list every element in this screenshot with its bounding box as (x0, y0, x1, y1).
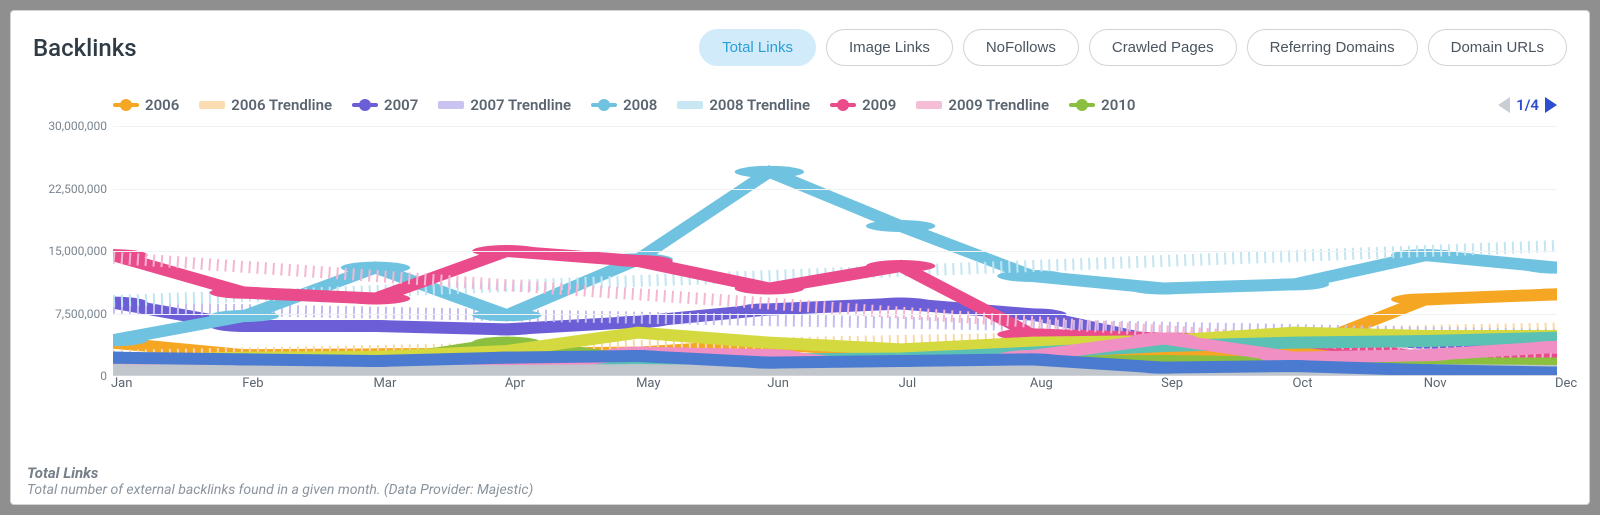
metric-tabs: Total Links Image Links NoFollows Crawled P… (699, 29, 1567, 66)
y-tick-label: 7,500,000 (55, 307, 107, 321)
series-marker (1129, 283, 1198, 295)
x-tick-label: Oct (1292, 376, 1312, 391)
legend-item[interactable]: 2008 (591, 96, 657, 114)
chart-container: 2006 2006 Trendline 2007 2007 Trendline 2008… (33, 96, 1567, 426)
x-tick-label: May (636, 376, 660, 391)
tab-domain-urls[interactable]: Domain URLs (1428, 29, 1567, 66)
x-tick-label: Jan (111, 376, 132, 391)
series-marker (603, 350, 672, 362)
legend-item[interactable]: 2010 (1069, 96, 1135, 114)
legend-item[interactable]: 2009 Trendline (916, 96, 1049, 114)
panel-footer: Total Links Total number of external bac… (27, 464, 533, 498)
series-marker (1129, 362, 1198, 374)
legend-item[interactable]: 2007 (352, 96, 418, 114)
series-marker (341, 355, 410, 367)
series-marker (341, 293, 410, 305)
x-axis: JanFebMarAprMayJunJulAugSepOctNovDec (113, 376, 1557, 396)
series-marker (866, 220, 935, 232)
series-marker (603, 255, 672, 267)
tab-crawled-pages[interactable]: Crawled Pages (1089, 29, 1237, 66)
series-marker (210, 287, 279, 299)
series-marker (210, 353, 279, 365)
pager-next-icon[interactable] (1545, 97, 1557, 113)
y-axis: 07,500,00015,000,00022,500,00030,000,000 (33, 126, 113, 376)
backlinks-panel: Backlinks Total Links Image Links NoFollow… (10, 10, 1590, 505)
panel-title: Backlinks (33, 34, 137, 62)
legend-item[interactable]: 2006 Trendline (199, 96, 332, 114)
pager-prev-icon[interactable] (1498, 97, 1510, 113)
series-marker (866, 298, 935, 310)
legend-item[interactable]: 2006 (113, 96, 179, 114)
series-marker (1129, 333, 1198, 345)
series-marker (472, 309, 541, 321)
y-tick-label: 0 (100, 369, 107, 383)
pager-label: 1/4 (1516, 96, 1539, 114)
legend-item[interactable]: 2009 (830, 96, 896, 114)
series-marker (472, 323, 541, 335)
x-tick-label: Feb (242, 376, 263, 391)
panel-header: Backlinks Total Links Image Links NoFollow… (33, 29, 1567, 66)
y-tick-label: 15,000,000 (48, 244, 107, 258)
footer-title: Total Links (27, 464, 533, 482)
tab-total-links[interactable]: Total Links (699, 29, 816, 66)
legend-item[interactable]: 2008 Trendline (677, 96, 810, 114)
series-marker (866, 260, 935, 272)
plot-area (113, 126, 1557, 376)
legend-pager: 1/4 (1498, 96, 1567, 114)
x-tick-label: Aug (1030, 376, 1053, 391)
legend-item[interactable]: 2007 Trendline (438, 96, 571, 114)
y-tick-label: 22,500,000 (48, 182, 107, 196)
x-tick-label: Apr (505, 376, 525, 391)
x-tick-label: Sep (1161, 376, 1183, 391)
series-marker (1391, 293, 1460, 305)
series-marker (735, 166, 804, 178)
x-tick-label: Nov (1424, 376, 1447, 391)
series-marker (1260, 278, 1329, 290)
x-tick-label: Dec (1555, 376, 1577, 391)
series-marker (735, 283, 804, 295)
x-tick-label: Jun (767, 376, 789, 391)
series-marker (472, 352, 541, 364)
series-marker (603, 316, 672, 328)
chart-legend: 2006 2006 Trendline 2007 2007 Trendline 2008… (33, 96, 1567, 114)
series-marker (866, 355, 935, 367)
series-marker (997, 270, 1066, 282)
footer-desc: Total number of external backlinks found… (27, 482, 533, 498)
series-marker (997, 353, 1066, 365)
series-marker (1391, 349, 1460, 361)
y-tick-label: 30,000,000 (48, 119, 107, 133)
series-marker (210, 310, 279, 322)
series-marker (341, 262, 410, 274)
series-marker (735, 357, 804, 369)
tab-image-links[interactable]: Image Links (826, 29, 953, 66)
series-marker (1260, 360, 1329, 372)
tab-nofollows[interactable]: NoFollows (963, 29, 1079, 66)
tab-referring-domains[interactable]: Referring Domains (1247, 29, 1418, 66)
x-tick-label: Mar (374, 376, 397, 391)
x-tick-label: Jul (899, 376, 917, 391)
series-marker (341, 320, 410, 332)
